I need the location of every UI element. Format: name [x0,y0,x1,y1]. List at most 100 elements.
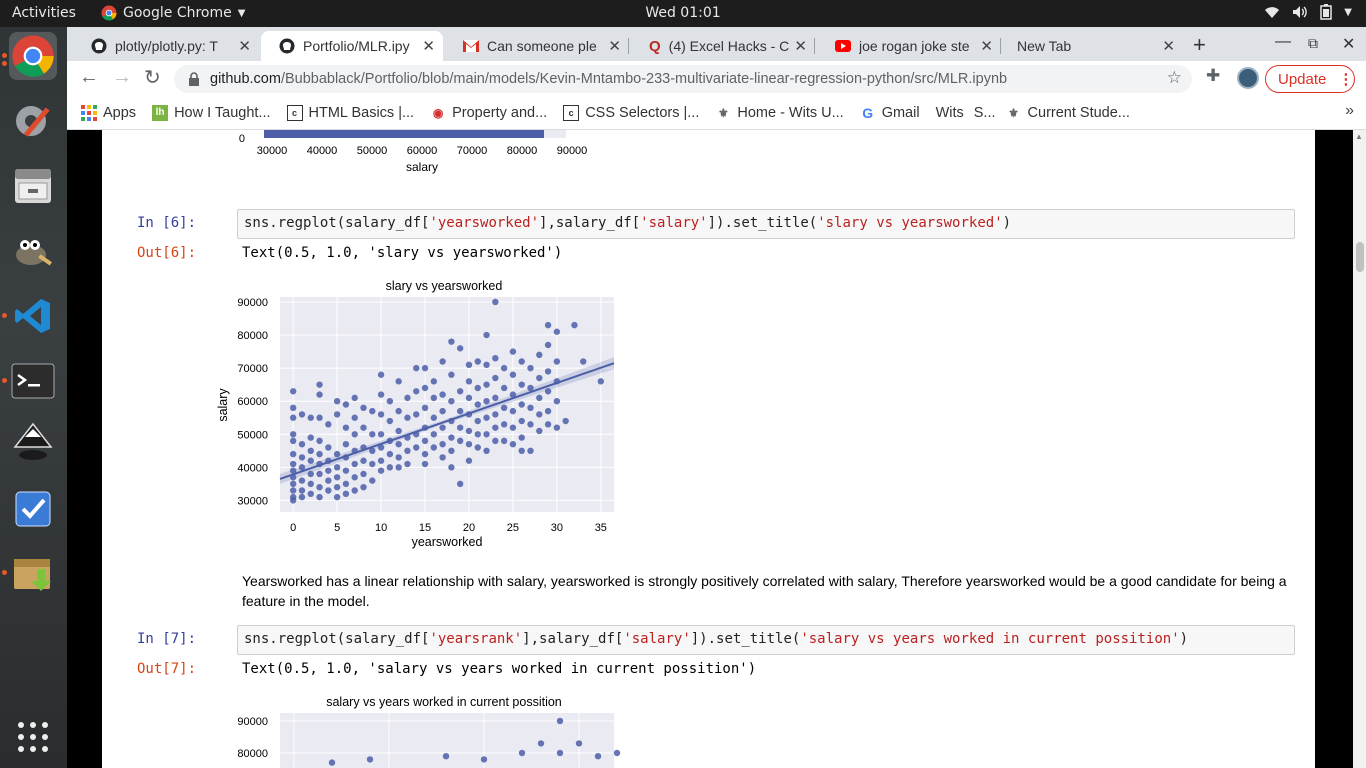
bookmark-wits[interactable]: Wits [936,105,964,121]
star-icon[interactable]: ☆ [1166,68,1182,87]
dock-settings[interactable] [9,97,57,145]
bookmark-current-students[interactable]: ⚜ Current Stude... [1006,105,1130,121]
dock-archive-manager[interactable] [9,549,57,597]
bookmark-css-selectors[interactable]: c CSS Selectors |... [563,104,699,121]
scrollbar-thumb[interactable] [1356,242,1364,272]
x-tick-label: 60000 [407,145,438,157]
x-tick-label: 70000 [457,145,488,157]
bookmark-gmail[interactable]: G Gmail [860,104,920,121]
bookmark-label: Gmail [881,104,920,121]
y-tick-label: 60000 [237,396,268,408]
bookmark-html-basics[interactable]: c HTML Basics |... [286,104,414,121]
data-point [465,427,473,435]
data-point [597,378,605,385]
data-point [448,447,455,455]
close-icon[interactable]: ✕ [794,38,807,55]
property-icon: ◉ [432,105,444,120]
browser-chrome: plotly/plotly.py: T ✕ Portfolio/MLR.ipy … [67,27,1366,130]
data-point [421,460,429,468]
update-button[interactable]: Update ⋮ [1265,65,1355,93]
code-cell[interactable]: sns.regplot(salary_df['yearsworked'],sal… [237,209,1295,239]
data-point [333,483,341,491]
data-point [395,440,402,448]
notebook-sheet: 0 30000 40000 50000 60000 70000 80000 90000 sa… [102,130,1315,768]
tab-portfolio-mlr[interactable]: Portfolio/MLR.ipy ✕ [261,31,443,61]
scroll-up-icon[interactable]: ▲ [1355,132,1363,141]
bookmark-apps[interactable]: Apps [81,104,137,121]
data-point [456,345,464,352]
data-point [289,404,297,412]
data-point [404,414,411,421]
data-point [333,397,341,405]
new-tab-button[interactable]: + [1193,32,1206,57]
data-point [439,454,446,461]
data-point [430,431,438,438]
back-button[interactable]: ← [79,66,99,88]
tab-title: (4) Excel Hacks - C [668,38,790,54]
dock-tasks[interactable] [9,485,57,533]
bookmark-home-wits[interactable]: ⚜ Home - Wits U... [715,105,844,121]
data-point [613,749,621,757]
data-point [536,351,543,359]
close-icon[interactable]: ✕ [422,38,435,55]
data-point [404,460,411,468]
tab-plotly[interactable]: plotly/plotly.py: T ✕ [73,31,259,61]
data-point [465,361,473,369]
x-tick-label: 5 [334,522,340,534]
y-tick-label: 0 [239,133,245,145]
system-tray[interactable]: ▼ [1264,4,1352,20]
data-point [483,331,490,339]
tab-title: joe rogan joke ste [859,38,970,54]
close-window-button[interactable]: ✕ [1342,36,1356,53]
bookmark-how-i-taught[interactable]: lh How I Taught... [152,104,271,121]
dock-inkscape[interactable] [9,419,57,467]
page-scrollbar[interactable]: ▲ [1353,130,1366,768]
tab-gmail[interactable]: Can someone ple ✕ [445,31,629,61]
dock-vscode[interactable] [9,292,57,340]
data-point [289,437,297,445]
minimize-button[interactable]: — [1275,33,1291,50]
dock-gimp[interactable] [9,227,57,275]
close-icon[interactable]: ✕ [980,38,993,55]
dock-terminal[interactable] [9,357,57,405]
app-grid-icon [18,722,48,752]
update-label: Update [1278,70,1327,88]
data-point [500,364,508,372]
bookmark-s[interactable]: S... [974,105,996,121]
data-point [456,407,464,415]
dock-chrome[interactable] [9,32,57,80]
bookmark-property[interactable]: ◉ Property and... [430,105,547,121]
forward-button[interactable]: → [112,66,132,88]
dock-files[interactable] [9,162,57,210]
avatar[interactable] [1237,67,1259,89]
maximize-button[interactable]: ⧉ [1308,35,1318,51]
data-point [430,394,438,402]
app-menu[interactable]: Google Chrome ▼ [101,5,245,21]
tab-youtube[interactable]: joe rogan joke ste ✕ [817,31,1001,61]
gfg-icon: c [286,104,303,121]
data-point [325,487,332,494]
more-bookmarks-icon[interactable]: » [1345,102,1354,119]
close-icon[interactable]: ✕ [1162,38,1175,55]
data-point [456,437,464,445]
data-point [527,384,534,392]
data-point [366,756,374,763]
data-point [509,424,517,431]
data-point [307,457,314,464]
reload-button[interactable]: ↻ [144,67,161,89]
close-icon[interactable]: ✕ [608,38,621,55]
code-text: ) [1002,215,1012,231]
address-bar[interactable]: github.com/Bubbablack/Portfolio/blob/mai… [174,65,1192,93]
code-text: sns.regplot(salary_df[ [244,215,430,231]
activities-button[interactable]: Activities [12,5,76,21]
code-cell[interactable]: sns.regplot(salary_df['yearsrank'],salar… [237,625,1295,655]
close-icon[interactable]: ✕ [238,38,251,55]
data-point [544,421,552,428]
data-point [556,749,564,757]
tab-quora[interactable]: Q (4) Excel Hacks - C ✕ [631,31,815,61]
bookmark-label: Apps [103,104,137,121]
extensions-icon[interactable]: ✚ [1206,66,1221,85]
data-point [430,414,438,421]
tab-new-tab[interactable]: New Tab ✕ [999,31,1183,61]
show-applications-button[interactable] [9,713,57,761]
